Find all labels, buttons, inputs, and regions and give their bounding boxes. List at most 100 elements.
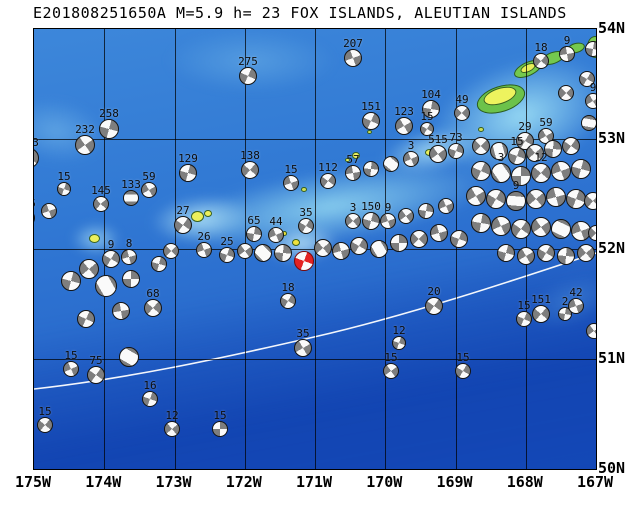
depth-label: 29	[518, 120, 532, 133]
depth-label: 18	[281, 281, 295, 294]
focal-mechanism-beachball	[151, 256, 167, 272]
focal-mechanism-beachball: 27	[174, 205, 192, 234]
depth-label: 9	[589, 81, 597, 94]
longitude-label: 167W	[576, 473, 614, 491]
depth-label: 15	[420, 110, 434, 123]
depth-label: 20	[427, 285, 441, 298]
island	[352, 151, 360, 159]
focal-mechanism-beachball	[557, 247, 575, 265]
focal-mechanism-beachball	[471, 213, 491, 233]
focal-mechanism-beachball	[577, 244, 595, 262]
focal-mechanism-beachball	[163, 243, 179, 259]
island	[478, 126, 484, 132]
depth-label: 275	[238, 55, 258, 68]
island	[344, 158, 350, 162]
depth-label: 27	[176, 204, 190, 217]
latitude-label: 54N	[598, 19, 625, 37]
depth-label: 2	[561, 295, 569, 308]
focal-mechanism-beachball: 57	[345, 154, 361, 181]
focal-mechanism-beachball: 150	[361, 201, 381, 230]
focal-mechanism-beachball: 75	[87, 355, 105, 384]
focal-mechanism-beachball: 112	[318, 162, 338, 189]
focal-mechanism-beachball	[551, 161, 571, 181]
focal-mechanism-beachball: 25	[219, 236, 235, 263]
depth-label: 258	[99, 107, 119, 120]
depth-label: 65	[247, 214, 261, 227]
focal-mechanism-beachball	[586, 323, 596, 339]
focal-mechanism-beachball: 3	[403, 140, 419, 167]
focal-mechanism-beachball	[410, 230, 428, 248]
map-title: E201808251650A M=5.9 h= 23 FOX ISLANDS, …	[33, 4, 567, 22]
focal-mechanism-beachball: 35	[294, 328, 312, 357]
focal-mechanism-beachball: 3	[491, 152, 511, 183]
focal-mechanism-beachball: 68	[144, 288, 162, 317]
focal-mechanism-beachball: 15	[63, 350, 79, 377]
focal-mechanism-beachball: 49	[454, 94, 470, 121]
depth-label: 15	[510, 135, 524, 148]
depth-label: 115	[34, 198, 36, 209]
focal-mechanism-beachball	[497, 244, 515, 262]
depth-label: 145	[91, 184, 111, 197]
focal-mechanism-beachball	[41, 203, 57, 219]
depth-label: 3	[349, 201, 357, 214]
focal-mechanism-beachball	[562, 137, 580, 155]
focal-mechanism-beachball	[418, 203, 434, 219]
focal-mechanism-beachball	[511, 166, 531, 186]
focal-mechanism-beachball	[544, 140, 562, 158]
depth-label: 151	[361, 100, 381, 113]
depth-label: 112	[318, 161, 338, 174]
focal-mechanism-beachball	[472, 137, 490, 155]
focal-mechanism-beachball: 9	[380, 202, 396, 229]
depth-label: 35	[299, 206, 313, 219]
focal-mechanism-beachball: 42	[568, 287, 584, 314]
latitude-label: 50N	[598, 459, 625, 477]
focal-mechanism-beachball: 44	[268, 216, 284, 243]
focal-mechanism-beachball	[466, 186, 486, 206]
focal-mechanism-beachball	[566, 189, 586, 209]
depth-label: 104	[421, 88, 441, 101]
latitude-label: 51N	[598, 349, 625, 367]
depth-label: 73	[449, 131, 463, 144]
focal-mechanism-beachball	[571, 159, 591, 179]
focal-mechanism-beachball	[314, 239, 332, 257]
focal-mechanism-beachball	[579, 71, 595, 87]
focal-mechanism-beachball: 138	[240, 150, 260, 179]
depth-label: 75	[89, 354, 103, 367]
focal-mechanism-beachball: 151	[531, 294, 551, 323]
focal-mechanism-beachball: 12	[392, 325, 406, 350]
focal-mechanism-beachball	[491, 216, 511, 236]
focal-mechanism-beachball	[551, 219, 571, 239]
island	[204, 209, 212, 217]
focal-mechanism-beachball: 59	[141, 171, 157, 198]
focal-mechanism-beachball: 9	[102, 239, 120, 268]
focal-mechanism-beachball: 275	[238, 56, 258, 85]
depth-label: 8	[125, 237, 133, 250]
depth-label: 9	[384, 201, 392, 214]
depth-label: 12	[392, 324, 406, 337]
focal-mechanism-beachball: 15	[283, 164, 299, 191]
focal-mechanism-beachball: 15	[420, 111, 434, 136]
depth-label: 57	[346, 153, 360, 166]
longitude-label: 168W	[506, 473, 543, 491]
focal-mechanism-beachball: 145	[91, 185, 111, 212]
shallow-water-patch	[141, 29, 361, 101]
focal-mechanism-beachball: 129	[178, 153, 198, 182]
focal-mechanism-beachball	[486, 189, 506, 209]
depth-label: 35	[296, 327, 310, 340]
focal-mechanism-beachball: 12	[164, 410, 180, 437]
main-event-beachball	[294, 251, 314, 271]
focal-mechanism-beachball	[112, 302, 130, 320]
focal-mechanism-beachball	[390, 234, 408, 252]
focal-mechanism-beachball: 9	[559, 35, 575, 62]
focal-mechanism-beachball	[490, 142, 508, 160]
depth-label: 233	[34, 137, 39, 148]
focal-mechanism-beachball: 15	[516, 300, 532, 327]
focal-mechanism-beachball	[274, 244, 292, 262]
focal-mechanism-beachball: 207	[343, 38, 363, 67]
focal-mechanism-beachball	[438, 198, 454, 214]
latitude-label: 52N	[598, 239, 625, 257]
depth-label: 59	[142, 170, 156, 183]
depth-label: 42	[569, 286, 583, 299]
grid-line-horizontal	[34, 359, 596, 360]
focal-mechanism-beachball	[122, 270, 140, 288]
